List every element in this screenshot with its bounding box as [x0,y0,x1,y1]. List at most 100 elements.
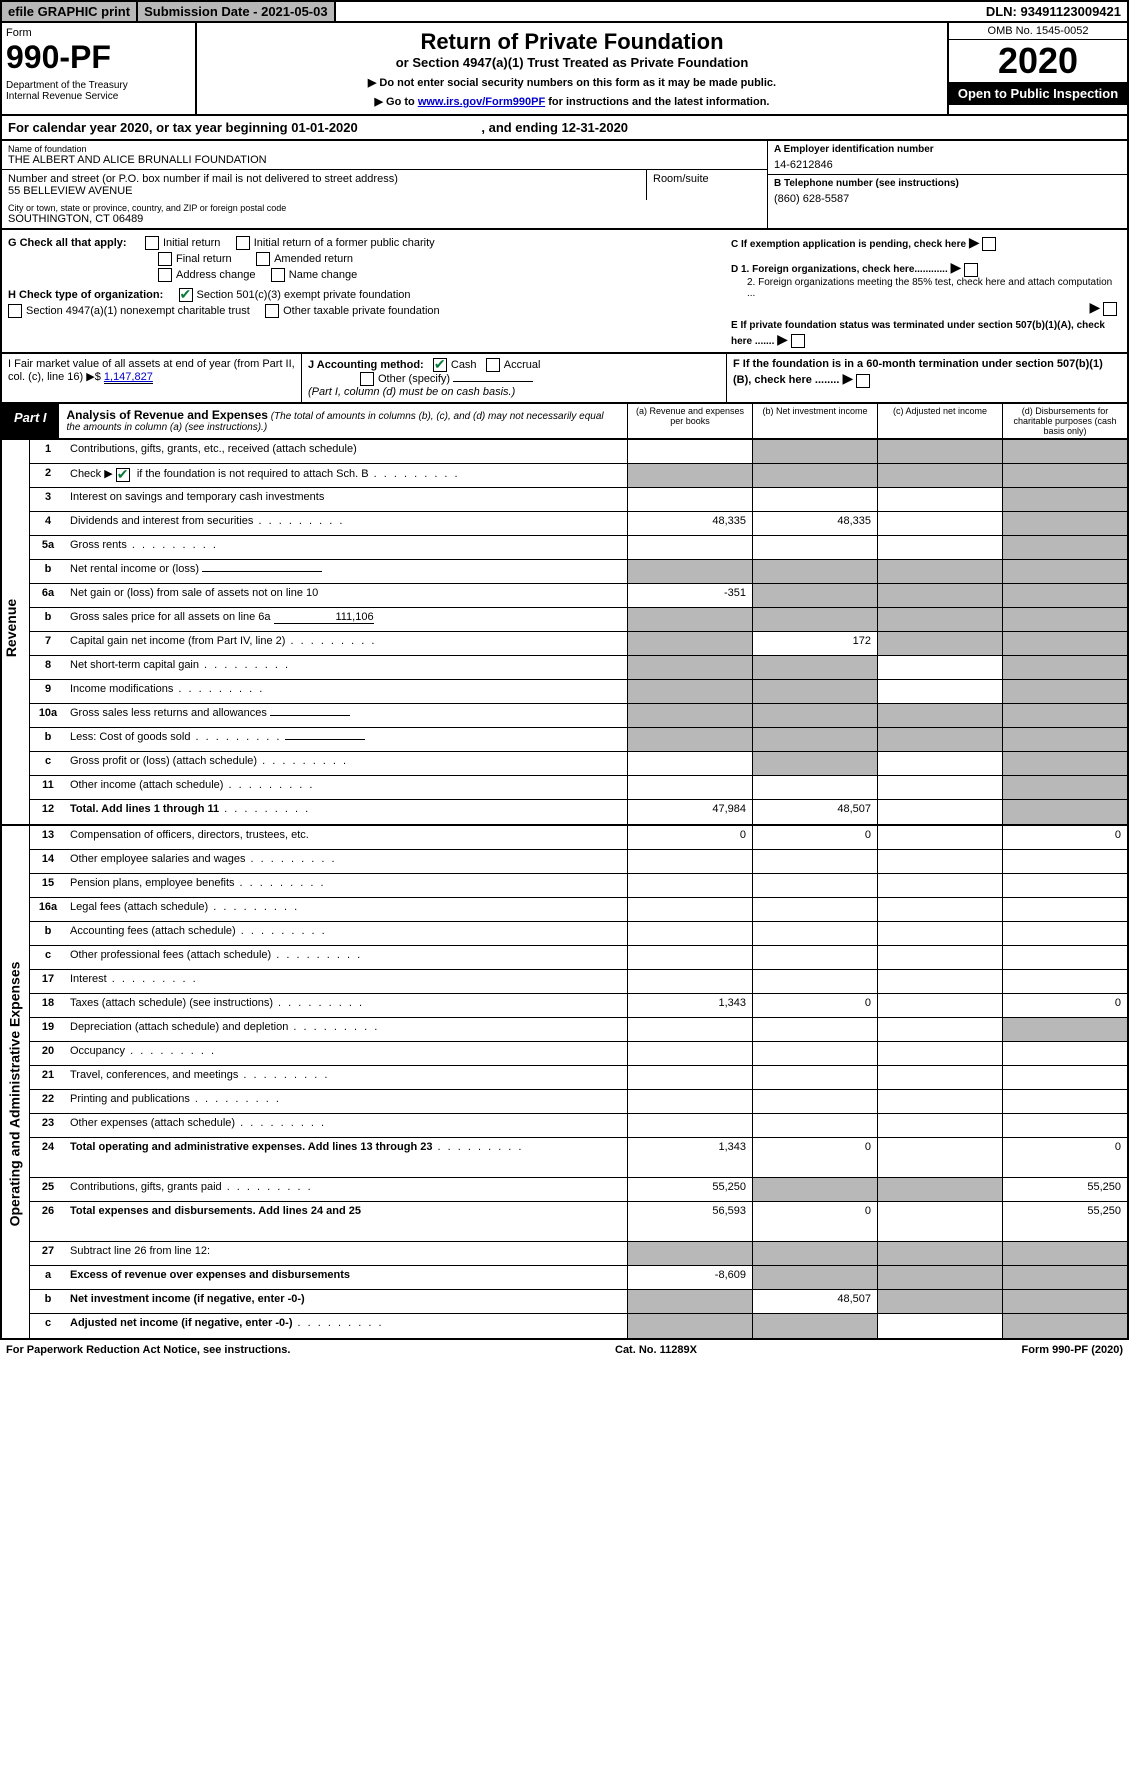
row-16a: 16aLegal fees (attach schedule) [30,898,1127,922]
chk-initial-former[interactable] [236,236,250,250]
d2: 2. Foreign organizations meeting the 85%… [731,277,1121,299]
j-accounting: J Accounting method: Cash Accrual Other … [302,354,727,402]
chk-d1[interactable] [964,263,978,277]
chk-c[interactable] [982,237,996,251]
row-5a: 5aGross rents [30,536,1127,560]
row-4: 4Dividends and interest from securities4… [30,512,1127,536]
city-cell: City or town, state or province, country… [2,200,767,228]
h-line1: H Check type of organization: Section 50… [8,288,721,302]
g-left: G Check all that apply: Initial return I… [8,234,721,348]
chk-other-method[interactable] [360,372,374,386]
ij-row: I Fair market value of all assets at end… [0,354,1129,404]
ein-cell: A Employer identification number 14-6212… [768,141,1127,175]
form-header: Form 990-PF Department of the Treasury I… [0,23,1129,116]
row-23: 23Other expenses (attach schedule) [30,1114,1127,1138]
submission-date: Submission Date - 2021-05-03 [138,2,336,21]
row-11: 11Other income (attach schedule) [30,776,1127,800]
form-subtitle: or Section 4947(a)(1) Trust Treated as P… [203,55,941,70]
section-g-h: G Check all that apply: Initial return I… [0,230,1129,354]
row-19: 19Depreciation (attach schedule) and dep… [30,1018,1127,1042]
header-left: Form 990-PF Department of the Treasury I… [2,23,197,114]
row-27a: aExcess of revenue over expenses and dis… [30,1266,1127,1290]
chk-schb[interactable] [116,468,130,482]
row-15: 15Pension plans, employee benefits [30,874,1127,898]
chk-final[interactable] [158,252,172,266]
revenue-rows: 1Contributions, gifts, grants, etc., rec… [30,440,1127,824]
row-10c: cGross profit or (loss) (attach schedule… [30,752,1127,776]
row-17: 17Interest [30,970,1127,994]
form-number: 990-PF [6,39,191,76]
entity-info: Name of foundation THE ALBERT AND ALICE … [0,141,1129,230]
row-16c: cOther professional fees (attach schedul… [30,946,1127,970]
calendar-year-row: For calendar year 2020, or tax year begi… [0,116,1129,141]
omb-number: OMB No. 1545-0052 [949,23,1127,40]
chk-initial-return[interactable] [145,236,159,250]
c-pending: C If exemption application is pending, c… [731,234,1121,251]
fmv-value[interactable]: 1,147,827 [104,371,153,384]
f-termination: F If the foundation is in a 60-month ter… [727,354,1127,402]
g-right: C If exemption application is pending, c… [721,234,1121,348]
row-10b: bLess: Cost of goods sold [30,728,1127,752]
row-7: 7Capital gain net income (from Part IV, … [30,632,1127,656]
chk-other-taxable[interactable] [265,304,279,318]
row-3: 3Interest on savings and temporary cash … [30,488,1127,512]
row-5b: bNet rental income or (loss) [30,560,1127,584]
top-bar: efile GRAPHIC print Submission Date - 20… [0,0,1129,23]
row-26: 26Total expenses and disbursements. Add … [30,1202,1127,1242]
expenses-side-label: Operating and Administrative Expenses [2,826,30,1338]
row-14: 14Other employee salaries and wages [30,850,1127,874]
chk-4947[interactable] [8,304,22,318]
dept-treasury: Department of the Treasury Internal Reve… [6,80,191,102]
chk-amended[interactable] [256,252,270,266]
street-cell: Number and street (or P.O. box number if… [2,170,647,200]
header-right: OMB No. 1545-0052 2020 Open to Public In… [947,23,1127,114]
row-10a: 10aGross sales less returns and allowanc… [30,704,1127,728]
form-title: Return of Private Foundation [203,29,941,55]
revenue-side-label: Revenue [2,440,30,824]
part1-label: Part I [2,404,59,438]
g-label: G Check all that apply: Initial return I… [8,236,721,250]
header-title-block: Return of Private Foundation or Section … [197,23,947,114]
row-22: 22Printing and publications [30,1090,1127,1114]
col-a-hdr: (a) Revenue and expenses per books [627,404,752,438]
row-6a: 6aNet gain or (loss) from sale of assets… [30,584,1127,608]
g-line2: Final return Amended return [8,252,721,266]
row-18: 18Taxes (attach schedule) (see instructi… [30,994,1127,1018]
row-13: 13Compensation of officers, directors, t… [30,826,1127,850]
row-25: 25Contributions, gifts, grants paid55,25… [30,1178,1127,1202]
chk-e[interactable] [791,334,805,348]
chk-accrual[interactable] [486,358,500,372]
row-1: 1Contributions, gifts, grants, etc., rec… [30,440,1127,464]
row-6b: bGross sales price for all assets on lin… [30,608,1127,632]
row-2: 2Check ▶ if the foundation is not requir… [30,464,1127,488]
row-27c: cAdjusted net income (if negative, enter… [30,1314,1127,1338]
chk-address[interactable] [158,268,172,282]
row-16b: bAccounting fees (attach schedule) [30,922,1127,946]
chk-501c3[interactable] [179,288,193,302]
col-d-hdr: (d) Disbursements for charitable purpose… [1002,404,1127,438]
instr-ssn: ▶ Do not enter social security numbers o… [203,76,941,89]
part1-desc: Analysis of Revenue and Expenses (The to… [59,404,627,438]
row-21: 21Travel, conferences, and meetings [30,1066,1127,1090]
row-27: 27Subtract line 26 from line 12: [30,1242,1127,1266]
d1: D 1. Foreign organizations, check here..… [731,259,1121,276]
chk-d2[interactable] [1103,302,1117,316]
irs-link[interactable]: www.irs.gov/Form990PF [418,96,545,108]
row-27b: bNet investment income (if negative, ent… [30,1290,1127,1314]
row-12: 12Total. Add lines 1 through 1147,98448,… [30,800,1127,824]
footer-mid: Cat. No. 11289X [290,1344,1021,1356]
chk-f[interactable] [856,374,870,388]
chk-name[interactable] [271,268,285,282]
foundation-name-cell: Name of foundation THE ALBERT AND ALICE … [2,141,767,170]
address-row: Number and street (or P.O. box number if… [2,170,767,200]
row-24: 24Total operating and administrative exp… [30,1138,1127,1178]
footer-right: Form 990-PF (2020) [1022,1344,1123,1356]
footer-left: For Paperwork Reduction Act Notice, see … [6,1344,290,1356]
col-b-hdr: (b) Net investment income [752,404,877,438]
efile-label: efile GRAPHIC print [2,2,138,21]
revenue-table: Revenue 1Contributions, gifts, grants, e… [0,440,1129,826]
room-cell: Room/suite [647,170,767,200]
row-9: 9Income modifications [30,680,1127,704]
row-8: 8Net short-term capital gain [30,656,1127,680]
chk-cash[interactable] [433,358,447,372]
